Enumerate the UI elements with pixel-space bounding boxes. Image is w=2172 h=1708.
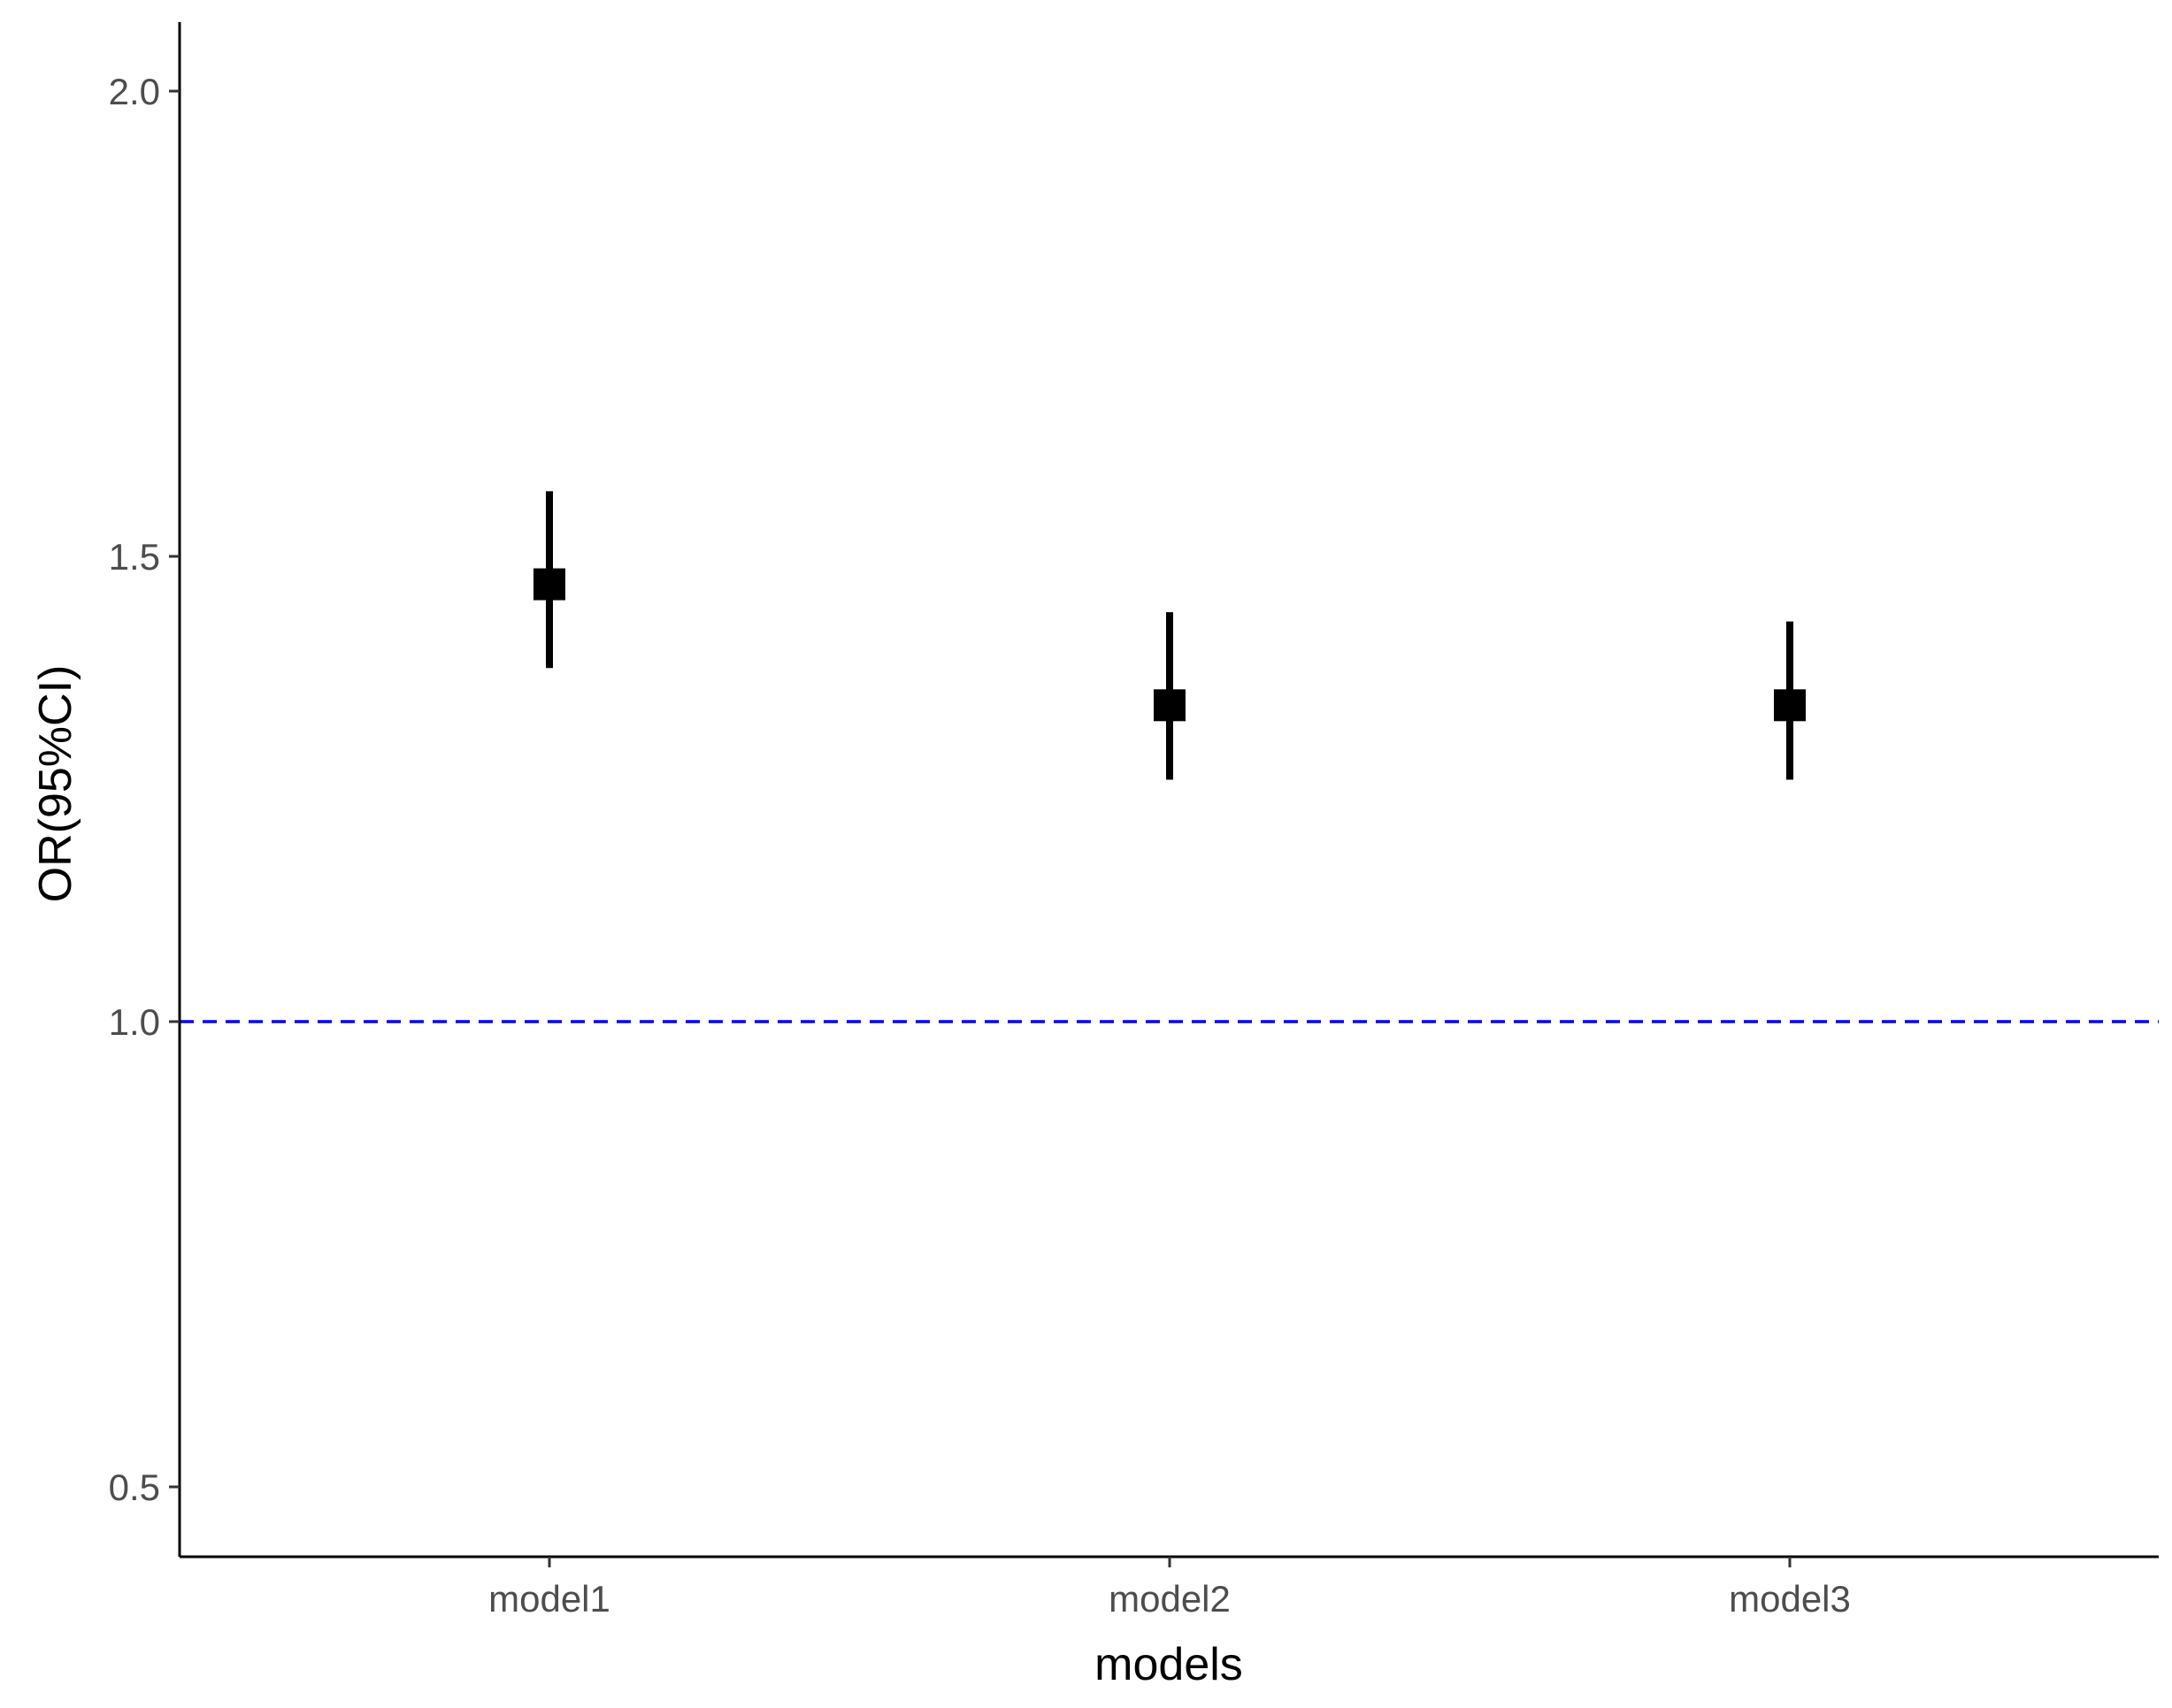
y-tick-label: 0.5 bbox=[109, 1467, 160, 1508]
y-tick-label: 1.5 bbox=[109, 536, 160, 578]
or-point bbox=[1774, 689, 1806, 722]
or-point bbox=[533, 568, 565, 601]
x-tick-label: model2 bbox=[1109, 1578, 1231, 1620]
y-ticks: 0.5 1.0 1.5 2.0 bbox=[109, 71, 180, 1508]
y-axis-title: OR(95%CI) bbox=[30, 665, 81, 903]
x-tick-label: model1 bbox=[488, 1578, 610, 1620]
x-tick-label: model3 bbox=[1729, 1578, 1851, 1620]
or-point bbox=[1154, 689, 1186, 722]
y-tick-label: 1.0 bbox=[109, 1001, 160, 1043]
x-ticks: model1 model2 model3 bbox=[488, 1557, 1851, 1620]
x-axis-title: models bbox=[1094, 1639, 1243, 1690]
axes-layer bbox=[178, 22, 2159, 1559]
data-marks-layer bbox=[533, 491, 1806, 780]
y-tick-label: 2.0 bbox=[109, 71, 160, 112]
